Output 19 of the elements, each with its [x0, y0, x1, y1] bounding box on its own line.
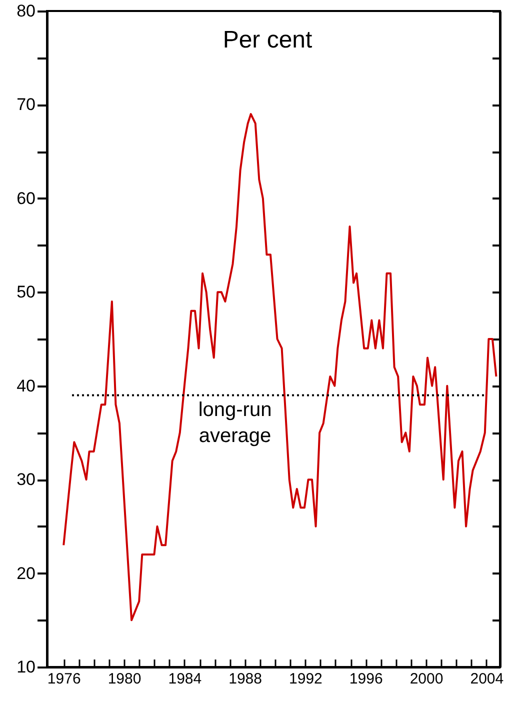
x-tick-label: 1984 — [168, 670, 202, 688]
x-tick-label: 2000 — [410, 670, 444, 688]
x-tick-label: 2004 — [470, 670, 504, 688]
y-axis-title: Per cent — [222, 26, 313, 54]
y-tick-label: 30 — [16, 470, 36, 490]
x-tick-label: 1976 — [47, 670, 81, 688]
y-tick-label: 80 — [16, 2, 36, 20]
y-tick-label: 10 — [16, 658, 36, 676]
x-tick-label: 1980 — [108, 670, 142, 688]
y-tick-label: 40 — [16, 376, 36, 396]
y-tick-label: 70 — [16, 95, 36, 114]
y-tick-label: 60 — [16, 188, 36, 208]
x-tick-label: 1992 — [289, 670, 322, 688]
x-tick-label: 1996 — [349, 670, 383, 688]
x-tick-label: 1988 — [228, 670, 262, 688]
y-tick-label: 50 — [16, 282, 36, 302]
y-tick-label: 20 — [16, 564, 36, 583]
line-series — [62, 113, 498, 622]
ref-line-label: long-run average — [198, 399, 272, 448]
